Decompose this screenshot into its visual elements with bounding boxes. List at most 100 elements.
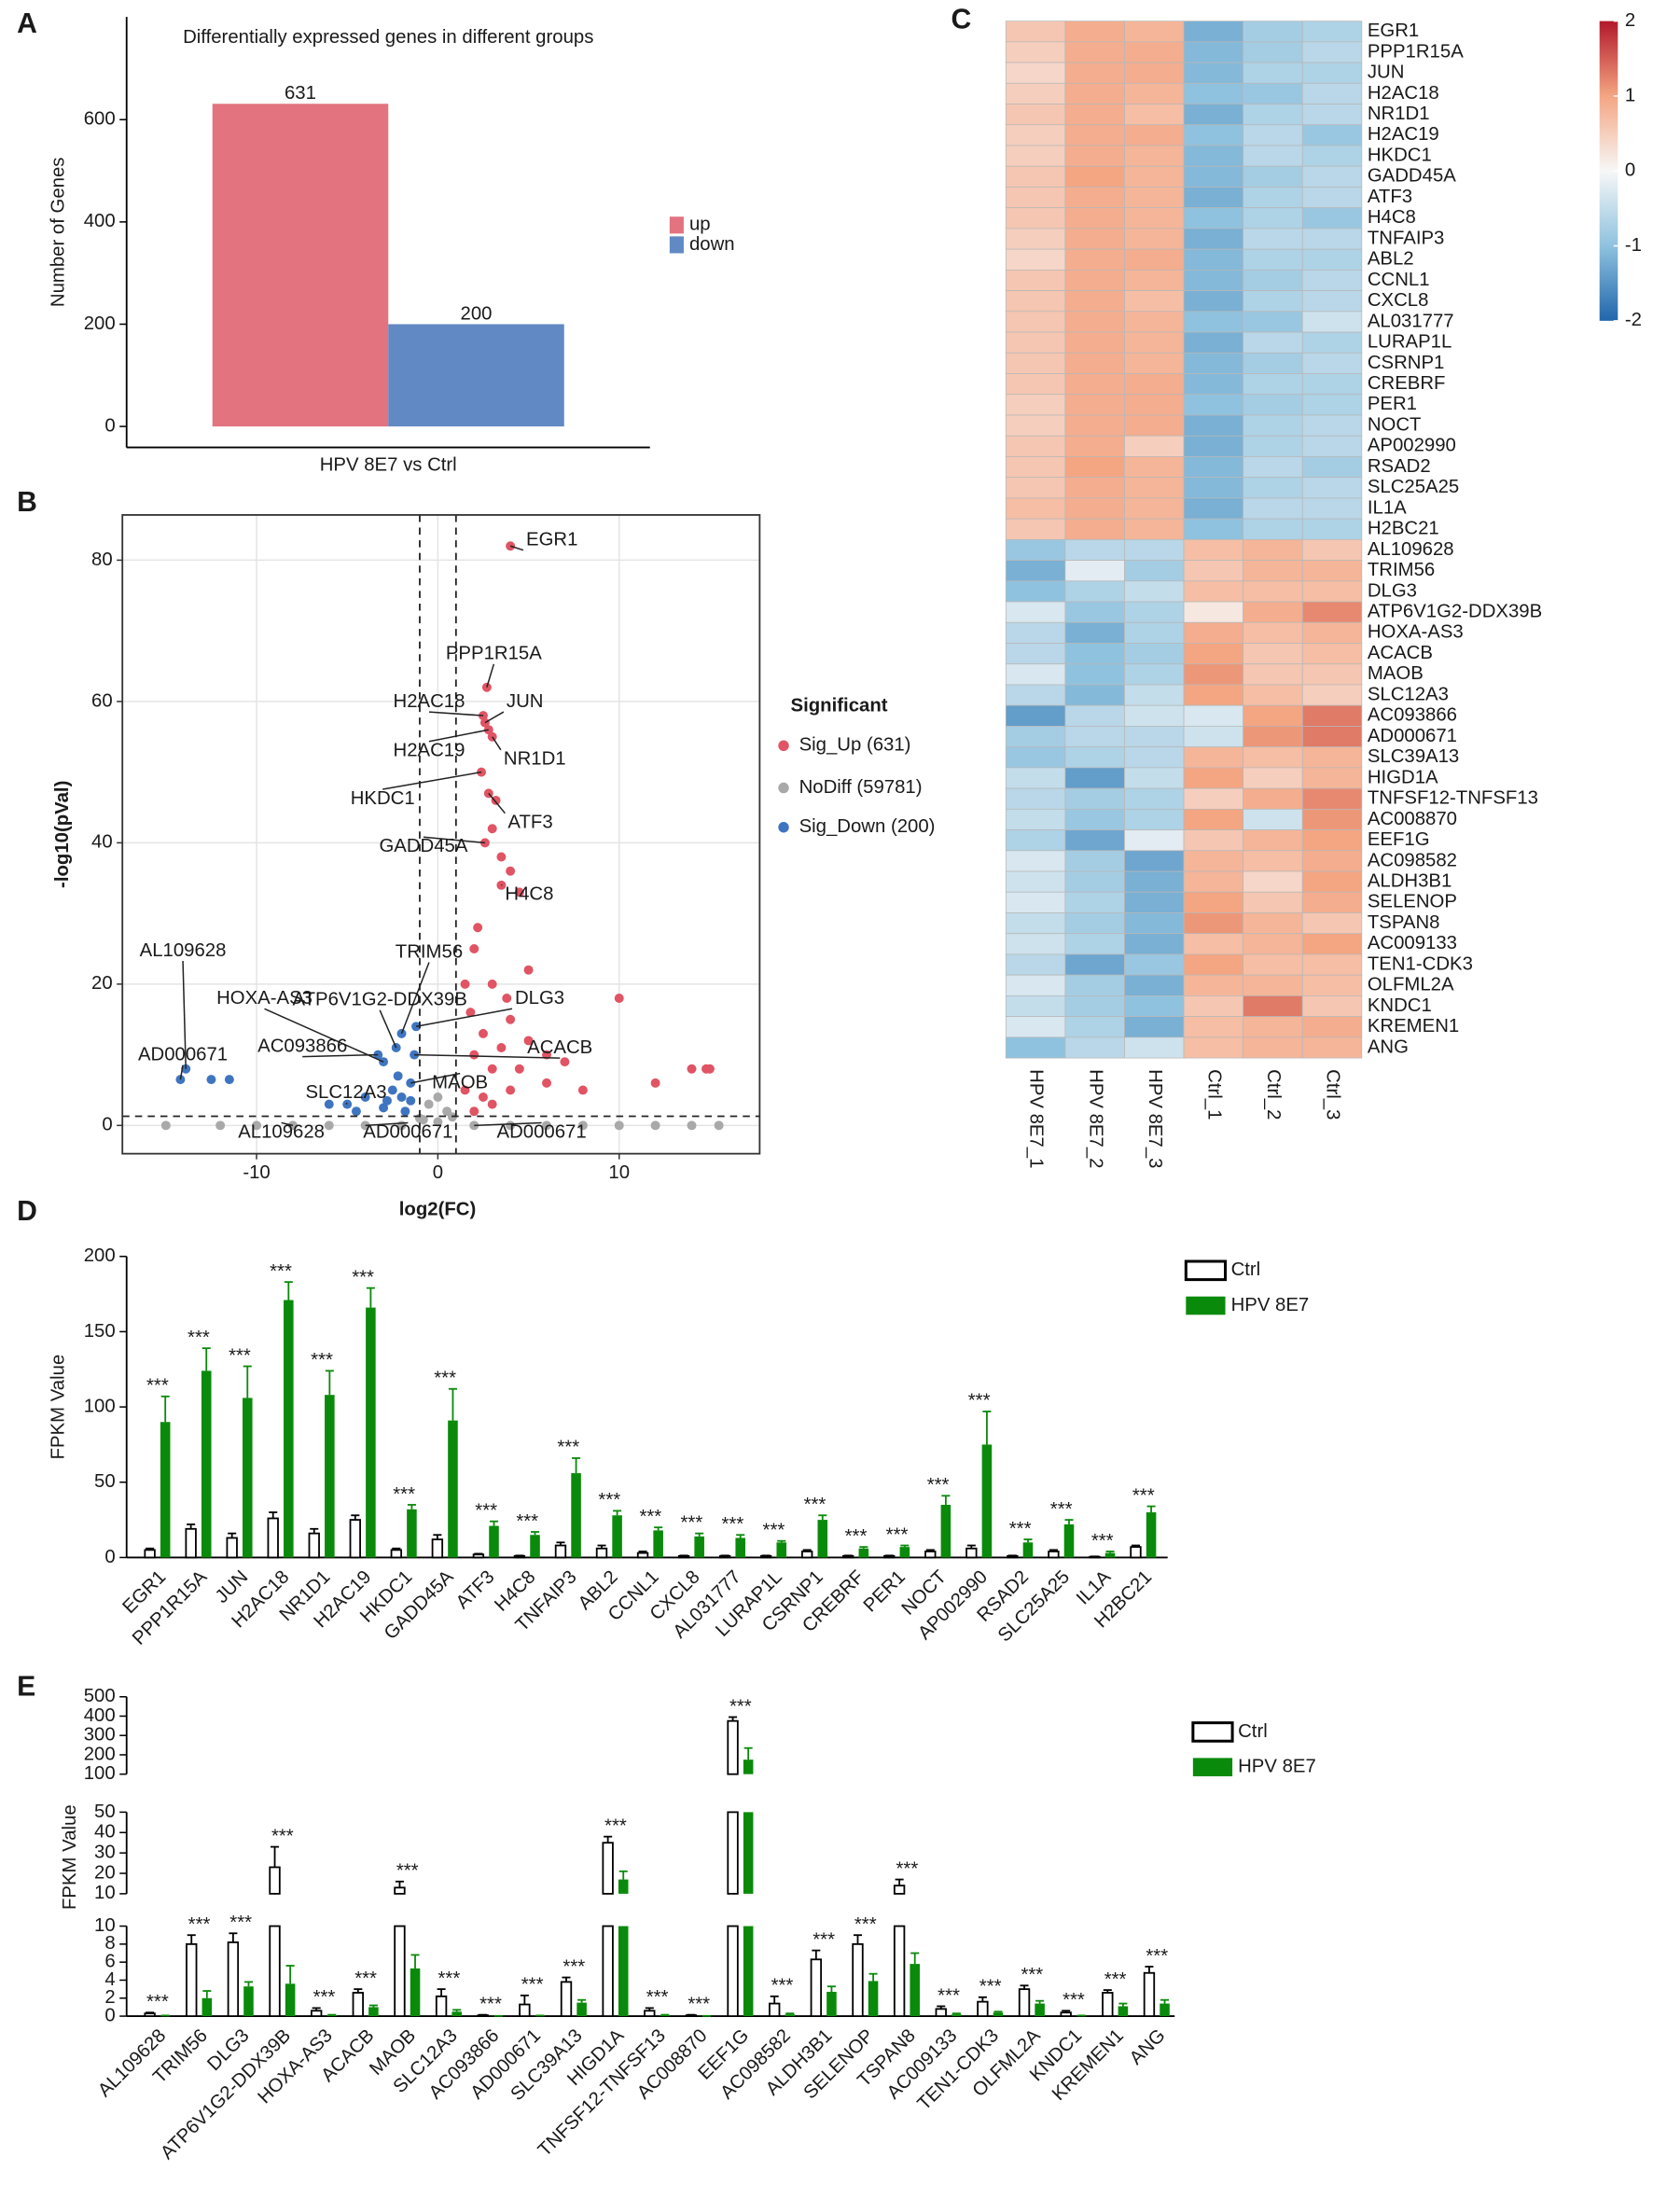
row-label: TRIM56 [1368, 560, 1435, 580]
heatmap-cell [1064, 560, 1125, 582]
heatmap-cell [1064, 414, 1125, 437]
heatmap-cell [1243, 538, 1303, 561]
point-label: ACACB [527, 1037, 592, 1058]
bar [899, 1547, 910, 1558]
heatmap-cell [1243, 104, 1303, 126]
heatmap-cell [1243, 995, 1303, 1017]
row-label: KREMEN1 [1368, 1016, 1459, 1036]
row-label: HOXA-AS3 [1368, 622, 1464, 643]
point-label: AD000671 [138, 1044, 228, 1064]
heatmap-cell [1183, 974, 1244, 996]
heatmap-cell [1124, 974, 1185, 996]
heatmap-cell [1064, 269, 1125, 291]
heatmap-cell [1064, 41, 1125, 63]
significance-label: *** [968, 1391, 991, 1412]
heatmap-cell [1183, 580, 1244, 603]
bar [560, 1981, 573, 2017]
heatmap-cell [1005, 746, 1066, 769]
row-label: ATP6V1G2-DDX39B [1368, 602, 1542, 622]
bar [769, 2002, 781, 2017]
heatmap-cell [1301, 518, 1363, 540]
y-tick-label: 6 [104, 1952, 115, 1972]
heatmap-cell [1124, 82, 1185, 104]
legend-swatch [1184, 1259, 1228, 1282]
point [542, 1120, 551, 1131]
point [396, 1028, 407, 1038]
row-label: ATF3 [1368, 187, 1412, 207]
heatmap-cell [1064, 165, 1125, 188]
bar [243, 1986, 254, 2017]
significance-label: *** [763, 1521, 785, 1541]
x-tick-label: HPV 8E7 vs Ctrl [320, 455, 457, 476]
heatmap-cell [1183, 165, 1244, 188]
heatmap-cell [1183, 497, 1244, 520]
heatmap-cell [1005, 829, 1066, 852]
bar [618, 1926, 629, 2017]
significance-label: *** [434, 1369, 456, 1389]
significance-label: *** [354, 1969, 377, 1989]
significance-label: *** [229, 1345, 251, 1366]
point [396, 1092, 407, 1103]
y-tick-label: 0 [104, 1547, 115, 1567]
heatmap-cell [1005, 891, 1066, 913]
heatmap-cell [1243, 187, 1303, 209]
bar [310, 2010, 323, 2017]
bar [407, 1509, 417, 1558]
bar [1146, 1512, 1157, 1558]
significance-label: *** [1091, 1531, 1114, 1551]
point [379, 1057, 389, 1067]
bar [185, 1527, 197, 1559]
legend-swatch [1186, 1296, 1226, 1315]
bar [394, 1886, 406, 1895]
bar [924, 1551, 937, 1559]
point [465, 1008, 476, 1018]
heatmap-cell [1183, 41, 1244, 63]
heatmap-cell [1243, 870, 1303, 893]
heatmap-cell [1064, 187, 1125, 209]
point [215, 1120, 226, 1131]
heatmap-cell [1243, 891, 1303, 913]
heatmap-cell [1243, 726, 1303, 748]
heatmap-cell [1183, 746, 1244, 769]
heatmap-cell [1124, 933, 1185, 955]
point [487, 979, 497, 989]
heatmap-cell [1005, 663, 1066, 686]
heatmap-cell [1124, 560, 1185, 582]
label-leader [509, 545, 524, 551]
panel-label: A [17, 8, 37, 39]
point [224, 1075, 234, 1085]
significance-label: *** [1063, 1990, 1085, 2010]
y-tick-label: 10 [94, 1915, 116, 1936]
bar [952, 2014, 962, 2017]
heatmap-cell [1064, 477, 1125, 499]
heatmap-cell [1301, 912, 1363, 935]
heatmap-cell [1183, 248, 1244, 271]
point [487, 824, 497, 834]
heatmap-cell [1124, 891, 1185, 913]
heatmap-cell [1124, 187, 1185, 209]
point [542, 1078, 551, 1088]
heatmap-cell [1301, 82, 1363, 104]
heatmap-cell [1301, 373, 1363, 396]
heatmap-cell [1301, 414, 1363, 437]
heatmap-cell [1183, 187, 1244, 209]
heatmap-cell [1183, 850, 1244, 872]
heatmap-cell [1005, 870, 1066, 893]
point [360, 1092, 370, 1103]
bar [431, 1538, 444, 1559]
heatmap-cell [1064, 580, 1125, 603]
heatmap-cell [1183, 352, 1244, 374]
label-leader [492, 736, 502, 751]
heatmap-cell [1124, 726, 1185, 748]
heatmap-cell [1064, 726, 1125, 748]
heatmap-cell [1124, 663, 1185, 686]
bar [489, 1525, 499, 1558]
heatmap-cell [1124, 995, 1185, 1017]
heatmap-cell [1124, 953, 1185, 976]
heatmap-cell [1301, 290, 1363, 313]
column-label: HPV 8E7_1 [1026, 1069, 1047, 1168]
colorbar-tick-label: -2 [1625, 310, 1642, 330]
heatmap-cell [1183, 912, 1244, 935]
row-label: RSAD2 [1368, 456, 1431, 477]
heatmap-cell [1124, 21, 1185, 43]
